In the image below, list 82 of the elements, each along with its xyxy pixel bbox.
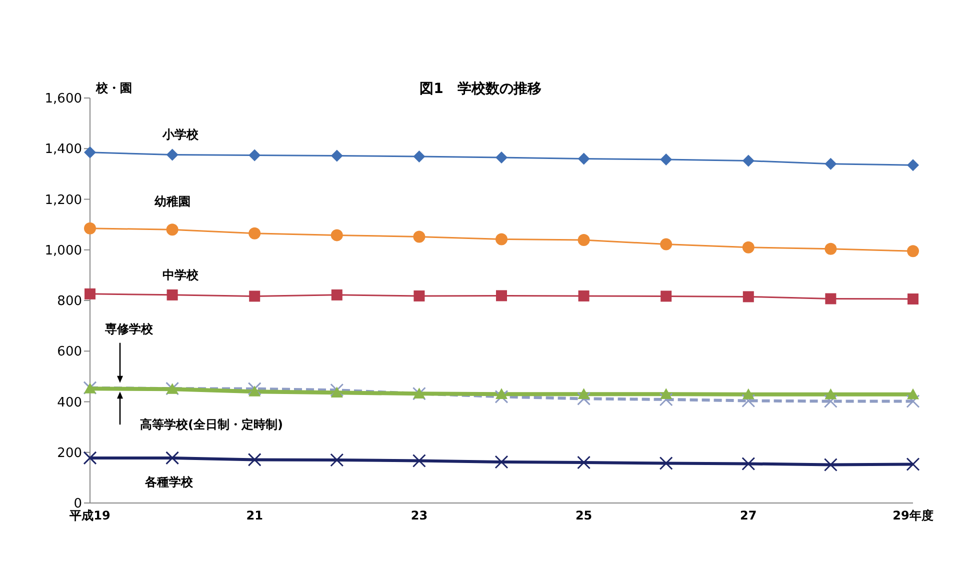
point bbox=[660, 388, 672, 399]
point bbox=[824, 388, 837, 400]
point bbox=[824, 394, 838, 408]
x-tick-label: 21 bbox=[246, 508, 263, 523]
x-tick-label: 25 bbox=[575, 508, 592, 523]
point bbox=[907, 159, 919, 172]
point bbox=[742, 241, 754, 254]
point bbox=[742, 457, 756, 471]
point bbox=[166, 451, 180, 465]
y-tick-label: 1,200 bbox=[44, 192, 82, 208]
point bbox=[84, 146, 96, 158]
point bbox=[496, 388, 508, 399]
point bbox=[330, 150, 343, 162]
point bbox=[742, 388, 754, 400]
x-tick-label: 23 bbox=[410, 508, 428, 523]
y-tick-label: 800 bbox=[57, 294, 82, 310]
point bbox=[84, 288, 96, 300]
point bbox=[742, 291, 754, 302]
point bbox=[907, 245, 919, 258]
point bbox=[494, 455, 508, 469]
point bbox=[577, 392, 591, 406]
y-tick-label: 1,400 bbox=[44, 142, 82, 158]
point bbox=[166, 148, 178, 161]
y-tick-label: 1,600 bbox=[44, 92, 82, 107]
point bbox=[660, 290, 672, 302]
series-label: 各種学校 bbox=[144, 474, 194, 489]
text: 高等学校(全日制・定時制) bbox=[140, 418, 283, 432]
point bbox=[578, 152, 590, 165]
point bbox=[412, 454, 426, 468]
point bbox=[824, 242, 837, 255]
point bbox=[578, 234, 590, 246]
chart-title: 図1 学校数の推移 bbox=[420, 81, 542, 97]
series-label: 小学校 bbox=[161, 128, 200, 142]
point bbox=[660, 238, 672, 250]
text: 専修学校 bbox=[104, 322, 154, 336]
point bbox=[84, 222, 96, 234]
point bbox=[496, 290, 507, 302]
y-axis-title: 校・園 bbox=[96, 80, 132, 97]
point bbox=[824, 158, 837, 170]
point bbox=[330, 386, 343, 398]
point bbox=[166, 289, 178, 300]
y-tick-label: 200 bbox=[57, 446, 82, 461]
point bbox=[413, 230, 426, 243]
point bbox=[906, 394, 920, 408]
y-tick-label: 1,000 bbox=[44, 243, 82, 258]
point bbox=[659, 456, 673, 470]
point bbox=[494, 390, 508, 404]
point bbox=[578, 290, 590, 302]
point bbox=[330, 229, 343, 242]
point bbox=[660, 154, 672, 166]
point bbox=[414, 290, 425, 302]
point bbox=[496, 151, 508, 164]
point bbox=[413, 150, 426, 162]
y-tick-label: 400 bbox=[57, 395, 82, 410]
point bbox=[330, 383, 344, 397]
point bbox=[331, 289, 342, 300]
point bbox=[659, 392, 673, 406]
point bbox=[577, 456, 591, 470]
point bbox=[248, 149, 261, 162]
point bbox=[742, 154, 754, 167]
point bbox=[83, 451, 97, 465]
series-label: 幼稚園 bbox=[154, 194, 190, 209]
point bbox=[330, 453, 344, 467]
point bbox=[825, 293, 836, 304]
point bbox=[908, 293, 918, 304]
point bbox=[248, 382, 262, 396]
point bbox=[742, 394, 756, 408]
point bbox=[248, 386, 261, 396]
series-label: 中学校 bbox=[162, 268, 200, 282]
point bbox=[907, 388, 919, 400]
point bbox=[496, 233, 508, 246]
point bbox=[166, 224, 178, 236]
point bbox=[249, 290, 260, 302]
point bbox=[906, 458, 920, 472]
x-tick-label: 29年度 bbox=[892, 508, 934, 523]
y-tick-label: 600 bbox=[57, 344, 82, 360]
point bbox=[578, 388, 590, 399]
x-tick-label: 27 bbox=[740, 508, 757, 523]
point bbox=[248, 227, 261, 240]
point bbox=[824, 458, 838, 472]
point bbox=[248, 452, 262, 466]
x-tick-label: 平成19 bbox=[68, 508, 110, 523]
